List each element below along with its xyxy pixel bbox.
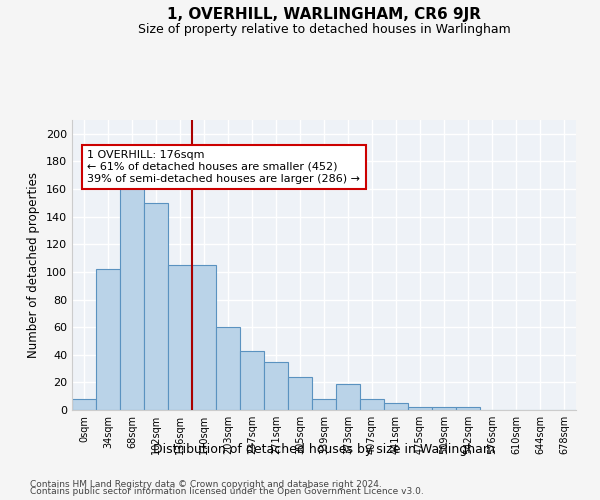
Bar — [168, 265, 192, 410]
Bar — [312, 399, 336, 410]
Bar — [456, 407, 480, 410]
Bar — [432, 407, 456, 410]
Bar — [72, 399, 96, 410]
Bar — [384, 403, 408, 410]
Bar — [336, 384, 360, 410]
Text: Contains HM Land Registry data © Crown copyright and database right 2024.: Contains HM Land Registry data © Crown c… — [30, 480, 382, 489]
Bar — [144, 203, 168, 410]
Bar — [96, 269, 120, 410]
Bar — [288, 377, 312, 410]
Y-axis label: Number of detached properties: Number of detached properties — [28, 172, 40, 358]
Text: Distribution of detached houses by size in Warlingham: Distribution of detached houses by size … — [153, 442, 495, 456]
Bar — [264, 362, 288, 410]
Text: 1, OVERHILL, WARLINGHAM, CR6 9JR: 1, OVERHILL, WARLINGHAM, CR6 9JR — [167, 8, 481, 22]
Text: Size of property relative to detached houses in Warlingham: Size of property relative to detached ho… — [137, 22, 511, 36]
Bar — [240, 350, 264, 410]
Bar — [216, 327, 240, 410]
Text: Contains public sector information licensed under the Open Government Licence v3: Contains public sector information licen… — [30, 488, 424, 496]
Bar — [408, 407, 432, 410]
Bar — [120, 180, 144, 410]
Bar — [192, 265, 216, 410]
Bar — [360, 399, 384, 410]
Text: 1 OVERHILL: 176sqm
← 61% of detached houses are smaller (452)
39% of semi-detach: 1 OVERHILL: 176sqm ← 61% of detached hou… — [87, 150, 360, 184]
